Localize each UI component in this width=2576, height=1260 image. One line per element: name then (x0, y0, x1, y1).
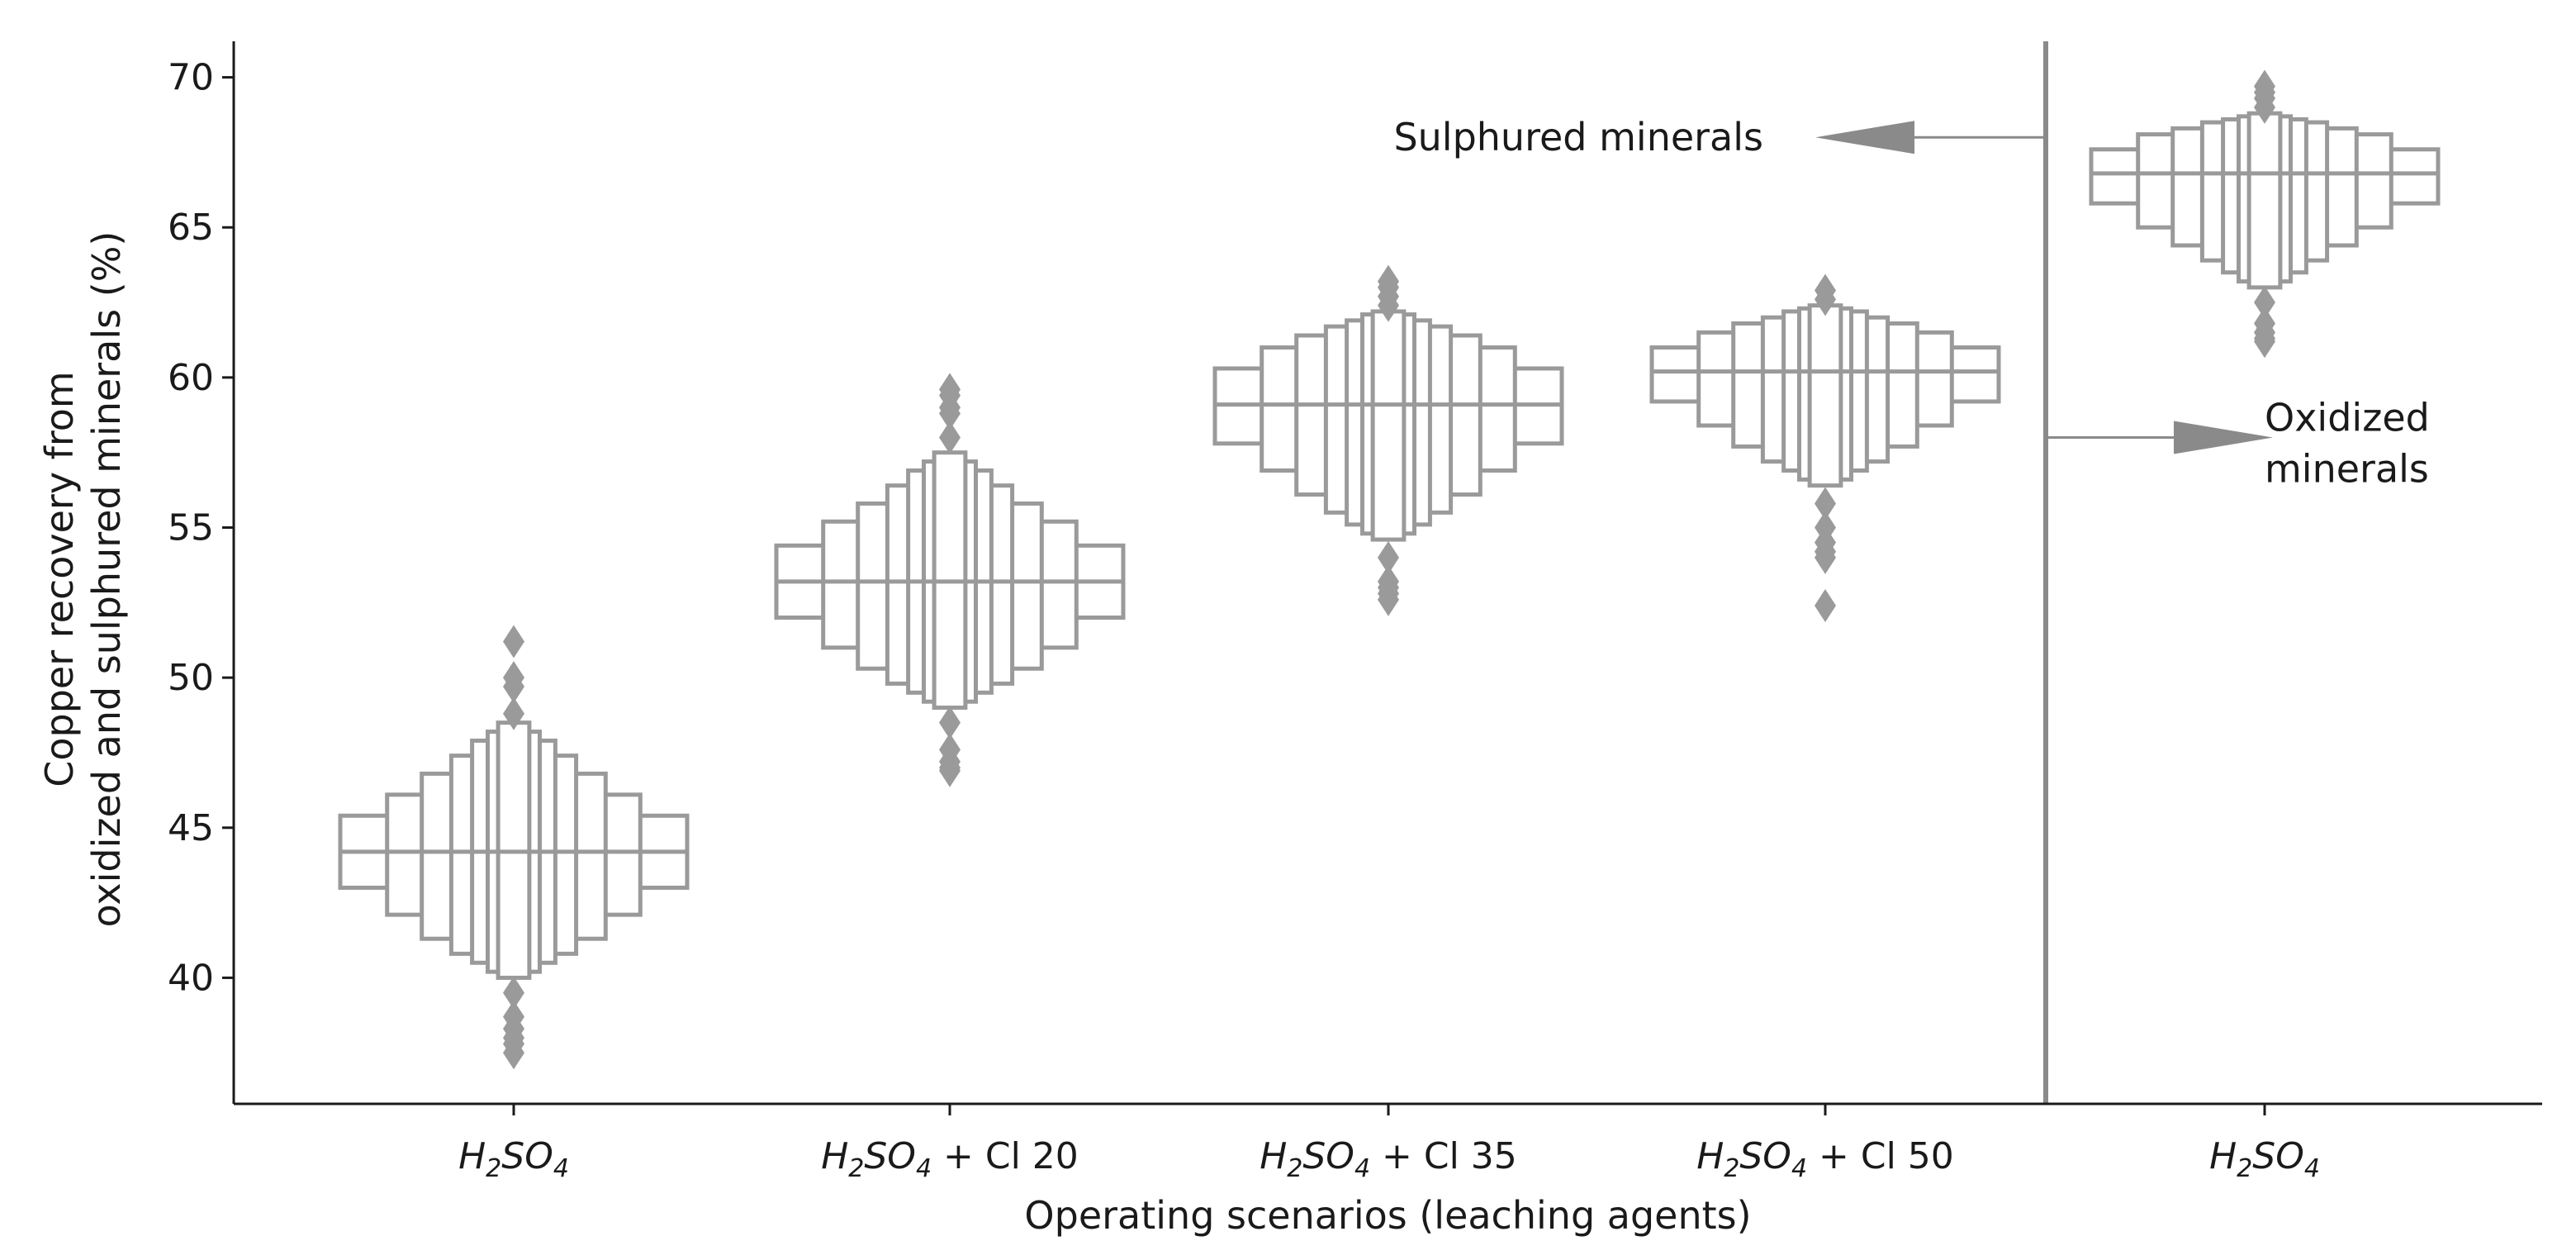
outlier-point (503, 661, 524, 695)
boxen-group-2 (774, 373, 1126, 787)
y-tick-label: 45 (168, 807, 214, 849)
y-tick-label: 50 (168, 657, 214, 699)
x-tick-label: H2SO4 + Cl 20 (821, 1135, 1079, 1183)
outlier-point (1815, 540, 1836, 574)
outlier-point (503, 625, 524, 659)
boxen-group-4 (1649, 273, 2001, 622)
annotations: Sulphured minerals Oxidized minerals (1393, 115, 2429, 491)
outlier-point (1378, 540, 1399, 574)
outlier-point (503, 976, 524, 1010)
outlier-point (939, 421, 961, 454)
oxidized-label-line: Oxidized (2265, 396, 2430, 440)
outlier-point (1815, 273, 1836, 307)
oxidized-label-line: minerals (2265, 447, 2429, 492)
boxen-group-5 (2089, 69, 2441, 359)
sulphured-label: Sulphured minerals (1393, 115, 1763, 159)
outlier-point (1815, 487, 1836, 521)
outlier-point (939, 754, 961, 787)
plot-area (338, 41, 2441, 1104)
y-tick-label: 70 (168, 57, 214, 99)
x-axis: H2SO4 H2SO4 + Cl 20 H2SO4 + Cl 35 H2SO4 + C… (234, 1102, 2542, 1183)
y-axis-title-line: Copper recovery from (37, 371, 82, 787)
outlier-point (2254, 69, 2275, 103)
y-tick-label: 65 (168, 207, 214, 249)
boxen-level (2246, 111, 2283, 290)
boxen-level (1370, 309, 1407, 542)
outlier-point (2254, 286, 2275, 320)
y-tick-label: 55 (168, 507, 214, 549)
outlier-point (939, 373, 961, 407)
y-tick-label: 60 (168, 357, 214, 399)
y-axis: 40 45 50 55 60 65 70 (168, 41, 235, 1104)
x-tick-label: H2SO4 (2209, 1135, 2320, 1183)
outlier-point (1815, 588, 1836, 622)
boxen-group-3 (1212, 264, 1564, 616)
outlier-point (939, 706, 961, 739)
sulphured-arrow-head (1815, 121, 1914, 155)
outlier-point (1378, 582, 1399, 616)
x-tick-label: H2SO4 + Cl 35 (1260, 1135, 1517, 1183)
x-axis-title: Operating scenarios (leaching agents) (1024, 1193, 1751, 1238)
boxen-group-1 (338, 625, 690, 1070)
y-axis-title-line: oxidized and sulphured minerals (%) (84, 231, 129, 928)
outlier-point (503, 1036, 524, 1070)
boxen-level (1807, 303, 1843, 488)
y-tick-label: 40 (168, 957, 214, 999)
oxidized-arrow-head (2174, 421, 2273, 454)
outlier-point (503, 697, 524, 730)
outlier-point (1378, 264, 1399, 298)
outlier-point (2254, 325, 2275, 359)
x-tick-label: H2SO4 (458, 1135, 569, 1183)
x-tick-label: H2SO4 + Cl 50 (1696, 1135, 1954, 1183)
